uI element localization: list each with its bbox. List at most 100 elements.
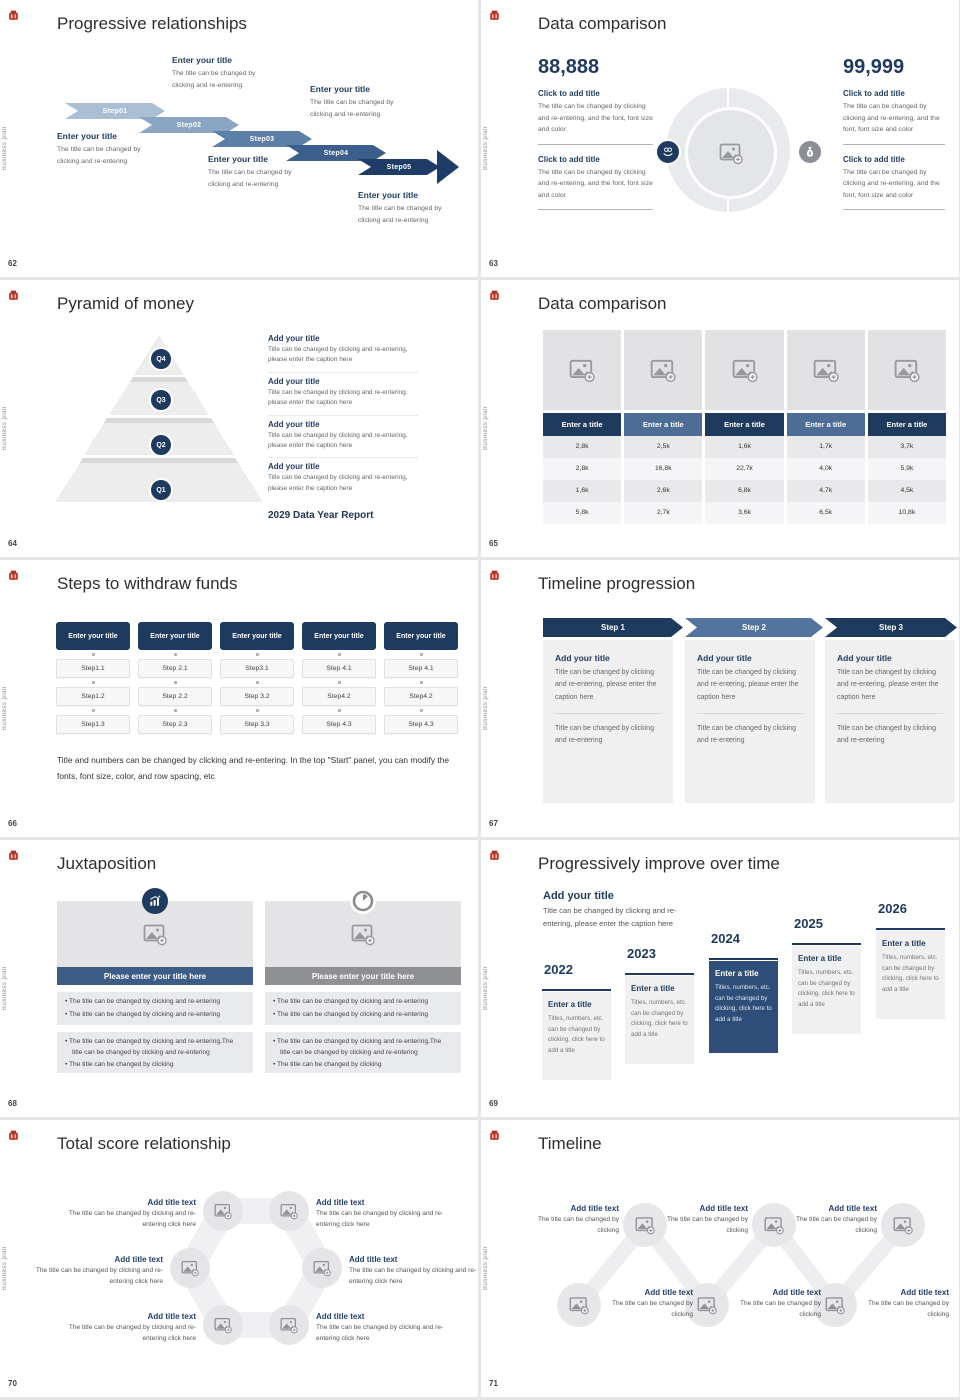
connector-dot	[91, 681, 95, 684]
column-header: Enter a title	[543, 413, 622, 436]
table-column: Enter a title 1,6k 22,7k 6,8k 3,6k	[705, 330, 784, 524]
image-placeholder-icon	[280, 1316, 298, 1334]
year-label: 2024	[711, 931, 740, 946]
step-box: Step4.2	[302, 687, 376, 706]
moneybag-icon	[803, 145, 817, 159]
slide-63-thumbnail[interactable]: Business plan Data comparison 88,888 Cli…	[481, 0, 959, 277]
image-placeholder[interactable]	[302, 1248, 342, 1288]
slide-65-thumbnail[interactable]: Business plan Data comparison Enter a ti…	[481, 280, 959, 557]
image-placeholder-icon	[635, 1215, 655, 1235]
year-label: 2023	[627, 946, 656, 961]
comparison-table: Enter a title 2,8k 2,8k 1,6k 5,8k Enter …	[543, 330, 947, 524]
image-placeholder[interactable]	[269, 1191, 309, 1231]
slide-67-thumbnail[interactable]: Business plan Timeline progression Step …	[481, 560, 959, 837]
bullet-box: The title can be changed by clicking and…	[57, 1032, 253, 1073]
image-placeholder[interactable]	[786, 330, 865, 410]
slide-title: Timeline	[538, 1134, 602, 1153]
image-placeholder[interactable]	[881, 1203, 925, 1247]
image-placeholder-icon	[214, 1202, 232, 1220]
brand-vertical-text: Business plan	[483, 126, 489, 170]
image-placeholder[interactable]	[203, 1191, 243, 1231]
brand-logo-icon	[488, 289, 501, 302]
year-card-highlighted: Enter a title Titles, numbers, etc. can …	[709, 961, 778, 1053]
steps-column: Enter your title Step3.1 Step 3.2 Step 3…	[220, 622, 294, 734]
text-block: Add title text The title can be changed …	[68, 1198, 196, 1228]
text-block: Add title text The title can be changed …	[739, 1288, 821, 1318]
connector-dot	[255, 653, 259, 656]
image-placeholder[interactable]	[543, 330, 622, 410]
image-placeholder-icon	[893, 1215, 913, 1235]
year-card: Enter a title Titles, numbers, etc. can …	[876, 931, 945, 1019]
image-placeholder[interactable]	[685, 1283, 729, 1327]
bullet-box: The title can be changed by clicking and…	[265, 1032, 461, 1073]
image-placeholder[interactable]	[752, 1203, 796, 1247]
year-rule	[709, 958, 778, 960]
table-cell: 16,8k	[624, 458, 703, 480]
table-cell: 2,8k	[543, 458, 622, 480]
chevron-step03: Step03	[212, 131, 312, 147]
slide-68-thumbnail[interactable]: Business plan Juxtaposition Please enter…	[0, 840, 478, 1117]
table-cell: 2,7k	[624, 502, 703, 524]
image-placeholder-icon	[313, 1259, 331, 1277]
list-item: Add your title Title can be changed by c…	[268, 462, 408, 492]
divider	[837, 712, 943, 714]
image-placeholder[interactable]	[685, 107, 777, 199]
brand-vertical-text: Business plan	[2, 966, 8, 1010]
image-placeholder-icon	[719, 141, 743, 165]
image-placeholder[interactable]	[557, 1283, 601, 1327]
step-box: Step1.3	[56, 715, 130, 734]
image-placeholder[interactable]	[269, 1305, 309, 1345]
image-placeholder-icon	[351, 922, 375, 946]
image-placeholder[interactable]	[624, 330, 703, 410]
step-panel: Add your title Title can be changed by c…	[685, 640, 815, 803]
panel-title-banner: Please enter your title here	[57, 967, 253, 985]
table-cell: 3,7k	[867, 436, 947, 458]
slide-title: Data comparison	[538, 294, 667, 313]
table-cell: 10,8k	[867, 502, 947, 524]
image-placeholder[interactable]	[623, 1203, 667, 1247]
text-block: Click to add title The title can be chan…	[538, 89, 653, 145]
brand-logo-icon	[7, 9, 20, 22]
slide-62-thumbnail[interactable]: Business plan Progressive relationships …	[0, 0, 478, 277]
table-cell: 1,6k	[543, 480, 622, 502]
image-placeholder-icon	[650, 357, 676, 383]
slide-70-thumbnail[interactable]: Business plan Total score relationship A…	[0, 1120, 478, 1397]
text-block: Add title text The title can be changed …	[68, 1312, 196, 1342]
image-placeholder-icon	[569, 1295, 589, 1315]
brand-vertical-text: Business plan	[483, 686, 489, 730]
coins-icon	[661, 145, 675, 159]
step-box: Step 2.2	[138, 687, 212, 706]
column-header: Enter a title	[867, 413, 947, 436]
list-item: Add your title Title can be changed by c…	[268, 330, 418, 373]
slide-71-thumbnail[interactable]: Business plan Timeline Add title text Th…	[481, 1120, 959, 1397]
table-cell: 5,9k	[867, 458, 947, 480]
year-card: Enter a title Titles, numbers, etc. can …	[792, 946, 861, 1034]
image-placeholder[interactable]	[867, 330, 947, 410]
table-cell: 1,7k	[786, 436, 865, 458]
intro-block: Add your title Title can be changed by c…	[543, 890, 677, 928]
connector-dot	[173, 709, 177, 712]
text-block: Click to add title The title can be chan…	[538, 155, 653, 211]
slide-66-thumbnail[interactable]: Business plan Steps to withdraw funds En…	[0, 560, 478, 837]
image-placeholder-icon	[143, 922, 167, 946]
year-label: 2025	[794, 916, 823, 931]
connector-dot	[337, 653, 341, 656]
text-block: Enter your title The title can be change…	[310, 84, 394, 118]
image-placeholder[interactable]	[705, 330, 784, 410]
column-header: Enter your title	[384, 622, 458, 650]
step-box: Step 2.3	[138, 715, 212, 734]
step-box: Step 3.3	[220, 715, 294, 734]
chevron-step01: Step01	[65, 103, 165, 119]
image-placeholder-icon	[214, 1316, 232, 1334]
zigzag-connector-graphic	[571, 1217, 911, 1313]
image-placeholder[interactable]	[203, 1305, 243, 1345]
slide-64-thumbnail[interactable]: Business plan Pyramid of money Q4 Q3 Q2 …	[0, 280, 478, 557]
arrow-step-3: Step 3	[825, 618, 957, 637]
connector-dot	[337, 681, 341, 684]
slide-69-thumbnail[interactable]: Business plan Progressively improve over…	[481, 840, 959, 1117]
image-placeholder[interactable]	[170, 1248, 210, 1288]
image-placeholder[interactable]	[813, 1283, 857, 1327]
pyramid-item-list: Add your title Title can be changed by c…	[268, 330, 418, 521]
connector-dot	[255, 681, 259, 684]
column-header: Enter your title	[56, 622, 130, 650]
